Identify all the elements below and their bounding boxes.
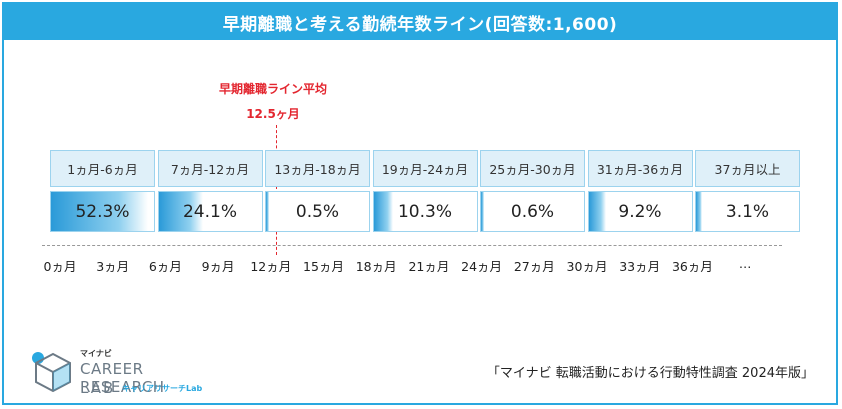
axis-tick-label: 6ヵ月 bbox=[148, 259, 182, 274]
value-bar bbox=[373, 192, 393, 231]
value-bar bbox=[588, 192, 606, 231]
category-header: 13ヵ月-18ヵ月 bbox=[265, 150, 370, 187]
logo-cube-icon bbox=[32, 352, 71, 393]
value-cell: 24.1% bbox=[157, 191, 263, 232]
category-header: 25ヵ月-30ヵ月 bbox=[480, 150, 585, 187]
category-header: 31ヵ月-36ヵ月 bbox=[587, 150, 693, 187]
category-header: 37ヵ月以上 bbox=[695, 150, 800, 187]
source-note: 「マイナビ 転職活動における行動特性調査 2024年版」 bbox=[486, 366, 814, 381]
axis-tick-label: 33ヵ月 bbox=[619, 259, 661, 274]
axis-tick-label: 0ヵ月 bbox=[43, 259, 77, 274]
value-cell: 9.2% bbox=[587, 191, 693, 232]
value-cell: 3.1% bbox=[695, 191, 800, 232]
category-header: 19ヵ月-24ヵ月 bbox=[372, 150, 478, 187]
chart-title: 早期離職と考える勤続年数ライン(回答数:1,600) bbox=[4, 4, 836, 40]
value-label: 3.1% bbox=[725, 201, 770, 222]
logo-lab: LAB bbox=[80, 379, 116, 397]
axis-tick-label: 3ヵ月 bbox=[96, 259, 130, 274]
category-header: 1ヵ月-6ヵ月 bbox=[50, 150, 155, 187]
axis-tick-label: 27ヵ月 bbox=[513, 259, 555, 274]
logo-brand-small: マイナビ bbox=[80, 349, 112, 358]
axis-tick-label: 21ヵ月 bbox=[408, 259, 450, 274]
axis-tick-label: 12ヵ月 bbox=[250, 259, 292, 274]
logo-subtitle: キャリアリサーチLab bbox=[122, 384, 203, 393]
average-line bbox=[275, 125, 277, 255]
career-research-lab-logo: マイナビ CAREER RESEARCH LAB キャリアリサーチLab bbox=[30, 348, 230, 398]
value-cell: 10.3% bbox=[372, 191, 478, 232]
axis-tick-label: … bbox=[738, 256, 752, 271]
axis-tick-label: 36ヵ月 bbox=[671, 259, 713, 274]
value-label: 52.3% bbox=[75, 201, 130, 222]
value-cell: 52.3% bbox=[50, 191, 155, 232]
axis-tick-label: 9ヵ月 bbox=[201, 259, 235, 274]
value-bar bbox=[481, 192, 484, 231]
axis-tick-label: 15ヵ月 bbox=[303, 259, 344, 274]
value-label: 0.5% bbox=[295, 201, 340, 222]
value-cell: 0.5% bbox=[265, 191, 370, 232]
axis-tick-label: 24ヵ月 bbox=[461, 259, 503, 274]
logo-name: CAREER RESEARCH bbox=[80, 360, 165, 396]
value-bar bbox=[158, 192, 204, 231]
value-bar bbox=[266, 192, 269, 231]
axis-tick-label: 30ヵ月 bbox=[566, 259, 608, 274]
value-label: 0.6% bbox=[510, 201, 555, 222]
value-label: 10.3% bbox=[397, 201, 452, 222]
value-cell: 0.6% bbox=[480, 191, 585, 232]
value-bar bbox=[51, 192, 148, 231]
value-bar bbox=[696, 192, 702, 231]
axis-tick-label: 18ヵ月 bbox=[355, 259, 397, 274]
value-label: 9.2% bbox=[618, 201, 662, 222]
value-label: 24.1% bbox=[182, 201, 237, 222]
average-label: 早期離職ライン平均 bbox=[218, 82, 327, 96]
average-value: 12.5ヶ月 bbox=[246, 107, 300, 121]
category-header: 7ヵ月-12ヵ月 bbox=[157, 150, 263, 187]
month-axis bbox=[42, 245, 782, 246]
